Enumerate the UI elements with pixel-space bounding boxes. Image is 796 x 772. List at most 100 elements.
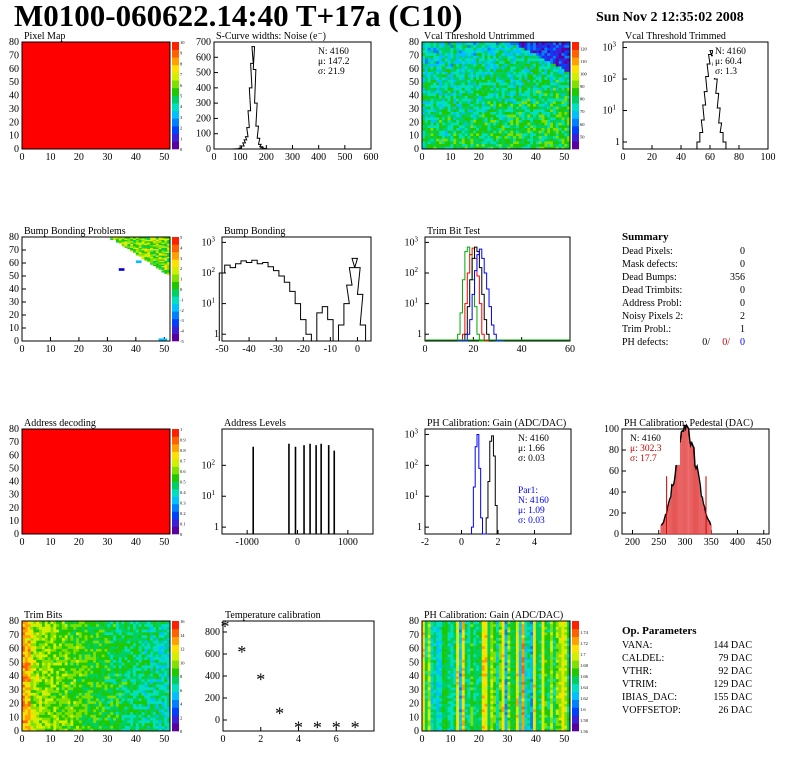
heatmap-cell <box>104 634 108 638</box>
heatmap-cell <box>81 634 86 638</box>
heatmap-cell <box>81 637 86 641</box>
heatmap-cell <box>444 146 449 150</box>
heatmap-cell <box>147 248 151 251</box>
heatmap-cell <box>61 662 66 666</box>
heatmap-cell <box>130 238 134 240</box>
heatmap-cell <box>447 95 451 99</box>
heatmap-cell <box>436 100 440 104</box>
heatmap-cell <box>444 60 449 64</box>
heatmap-cell <box>453 63 457 67</box>
heatmap-cell <box>24 667 29 671</box>
heatmap-cell <box>107 665 111 669</box>
heatmap-cell <box>504 71 508 75</box>
heatmap-cell <box>158 266 162 269</box>
heatmap-cell <box>555 116 560 120</box>
heatmap-cell <box>476 92 480 96</box>
heatmap-cell <box>110 681 114 685</box>
heatmap-cell <box>552 95 557 99</box>
heatmap-cell <box>567 138 571 142</box>
heatmap-cell <box>464 50 468 54</box>
heatmap-cell <box>513 111 517 115</box>
heatmap-cell <box>152 626 157 630</box>
heatmap-cell <box>422 74 426 78</box>
heatmap-cell <box>464 119 468 123</box>
heatmap-cell <box>535 100 540 104</box>
heatmap-cell <box>161 626 165 630</box>
heatmap-cell <box>507 74 511 78</box>
heatmap-cell <box>47 645 51 649</box>
chart-ph-pedestal: PH Calibration: Pedestal (DAC)200 250 300 3… <box>604 418 771 548</box>
heatmap-cell <box>441 114 446 118</box>
heatmap-cell <box>436 87 440 91</box>
heatmap-cell <box>161 263 165 265</box>
heatmap-cell <box>552 122 557 126</box>
heatmap-cell <box>104 706 108 710</box>
heatmap-cell <box>22 725 26 729</box>
heatmap-cell <box>39 709 43 713</box>
heatmap-cell <box>521 140 525 145</box>
heatmap-cell <box>439 50 443 54</box>
colorbar-segment <box>172 504 179 512</box>
heatmap-cell <box>133 681 137 685</box>
heatmap-cell <box>33 722 37 726</box>
colorbar-segment <box>172 511 179 520</box>
heatmap-cell <box>422 108 426 112</box>
heatmap-cell <box>47 706 51 710</box>
heatmap-cell <box>81 651 86 655</box>
heatmap-cell <box>27 640 31 644</box>
heatmap-cell <box>33 670 37 674</box>
heatmap-cell <box>527 111 531 115</box>
heatmap-cell <box>547 98 551 102</box>
heatmap-cell <box>470 111 474 115</box>
heatmap-cell <box>535 90 540 94</box>
heatmap-cell <box>30 698 34 702</box>
y-tick-label: 50 <box>9 463 19 474</box>
heatmap-cell <box>484 114 488 118</box>
heatmap-cell <box>444 140 449 145</box>
heatmap-cell <box>524 146 528 150</box>
heatmap-cell <box>164 728 168 732</box>
heatmap-cell <box>47 692 51 696</box>
heatmap-cell <box>552 52 557 56</box>
heatmap-cell <box>567 90 571 94</box>
heatmap-cell <box>496 124 500 128</box>
heatmap-cell <box>113 725 117 729</box>
heatmap-cell <box>487 44 491 48</box>
heatmap-cell <box>118 670 123 674</box>
heatmap-cell <box>138 242 142 244</box>
heatmap-cell <box>76 678 80 682</box>
heatmap-cell <box>138 252 142 255</box>
heatmap-cell <box>547 132 551 137</box>
heatmap-cell <box>167 260 171 263</box>
heatmap-cell <box>135 681 140 685</box>
heatmap-cell <box>138 251 142 253</box>
y-tick-label: 50 <box>409 77 419 88</box>
heatmap-cell <box>78 714 83 718</box>
heatmap-cell <box>104 667 108 671</box>
heatmap-cell <box>150 643 154 647</box>
heatmap-cell <box>47 725 51 729</box>
heatmap-cell <box>561 63 565 67</box>
heatmap-cell <box>76 651 80 655</box>
heatmap-cell <box>155 654 160 658</box>
heatmap-cell <box>430 143 434 147</box>
heatmap-cell <box>507 140 511 145</box>
heatmap-cell <box>507 132 511 137</box>
heatmap-cell <box>558 58 562 62</box>
heatmap-cell <box>510 132 514 137</box>
heatmap-cell <box>64 678 68 682</box>
heatmap-cell <box>158 243 162 246</box>
heatmap-cell <box>158 261 162 264</box>
heatmap-cell <box>544 143 548 147</box>
heatmap-cell <box>493 116 497 120</box>
heatmap-cell <box>30 667 34 671</box>
heatmap-cell <box>524 111 528 115</box>
heatmap-cell <box>459 76 463 80</box>
heatmap-cell <box>121 656 125 660</box>
heatmap-cell <box>550 135 554 139</box>
x-tick-label: 0 <box>355 344 360 355</box>
heatmap-cell <box>547 42 551 46</box>
heatmap-cell <box>56 711 60 715</box>
heatmap-cell <box>164 692 168 696</box>
